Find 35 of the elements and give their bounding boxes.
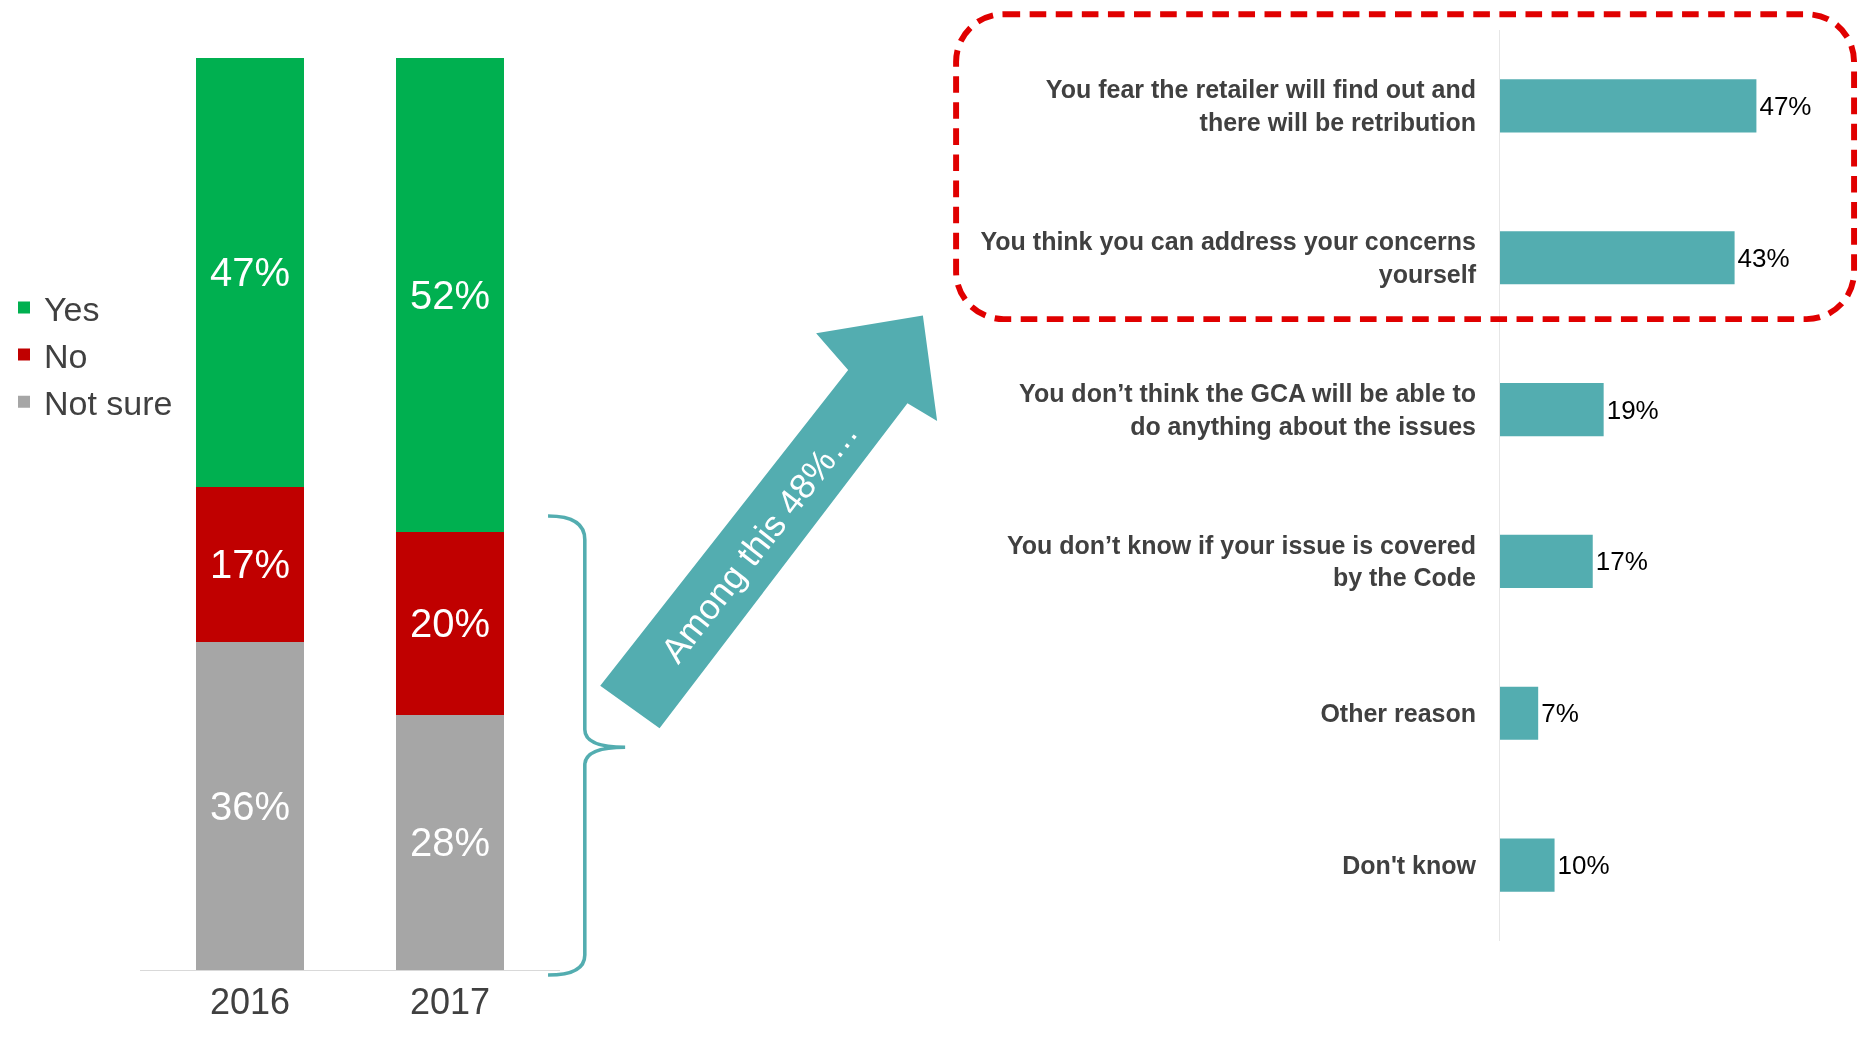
data-label: 7% bbox=[1541, 698, 1579, 729]
bar bbox=[1500, 231, 1735, 285]
data-label: 19% bbox=[1606, 394, 1659, 425]
y-tick-label: Other reason bbox=[1320, 699, 1476, 727]
data-label: 47% bbox=[209, 250, 291, 295]
legend-label: Not sure bbox=[44, 384, 173, 423]
y-tick-label: You don’t know if your issue is covered by the Code bbox=[1006, 530, 1477, 592]
x-tick-label: 2016 bbox=[209, 981, 291, 1023]
data-label: 47% bbox=[1759, 90, 1812, 121]
data-label: 17% bbox=[1595, 546, 1648, 577]
y-tick-label: Don't know bbox=[1342, 850, 1477, 879]
x-tick-label: 2017 bbox=[409, 981, 491, 1023]
data-label: 52% bbox=[409, 273, 491, 318]
bar bbox=[396, 58, 504, 533]
bar bbox=[196, 486, 304, 642]
bar bbox=[196, 58, 304, 487]
y-tick-label: You fear the retailer will find out and there will be retribution bbox=[1045, 75, 1476, 136]
legend-label: Yes bbox=[44, 289, 100, 328]
bar bbox=[1500, 534, 1593, 588]
bar bbox=[1500, 838, 1555, 892]
data-label: 20% bbox=[409, 601, 491, 646]
bar bbox=[396, 532, 504, 715]
data-label: 36% bbox=[209, 783, 291, 828]
data-label: 17% bbox=[209, 542, 291, 587]
bar bbox=[396, 714, 504, 970]
y-tick-label: You think you can address your concerns yourself bbox=[980, 227, 1477, 288]
bar bbox=[196, 641, 304, 970]
bar bbox=[1500, 686, 1539, 740]
bar bbox=[1500, 383, 1604, 437]
data-label: 10% bbox=[1557, 850, 1610, 881]
y-tick-label: You don’t think the GCA will be able to do anything about the issues bbox=[1019, 379, 1476, 440]
bar bbox=[1500, 79, 1757, 133]
legend-label: No bbox=[44, 336, 88, 375]
data-label: 43% bbox=[1737, 242, 1790, 273]
data-label: 28% bbox=[409, 820, 491, 865]
